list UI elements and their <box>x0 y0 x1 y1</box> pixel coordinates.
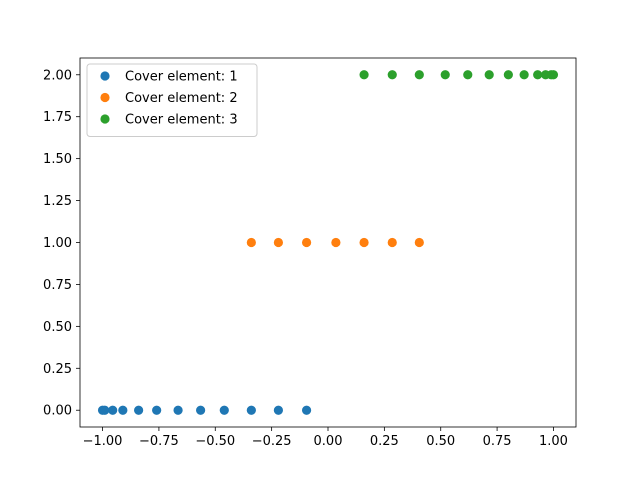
legend-marker <box>100 71 110 81</box>
series-2-point <box>331 237 341 248</box>
x-tick-label: 1.00 <box>539 434 568 449</box>
y-tick-label: 2.00 <box>43 68 72 83</box>
series-3-point <box>548 70 559 80</box>
y-tick-label: 0.00 <box>43 404 72 419</box>
series-1-point <box>173 405 183 415</box>
series-1-point <box>196 405 206 415</box>
series-3-point <box>484 70 494 80</box>
series-3-point <box>414 70 424 80</box>
x-tick-label: 0.75 <box>483 434 512 449</box>
series-3-point <box>463 70 473 80</box>
y-tick-label: 1.50 <box>43 152 72 167</box>
series-1-point <box>108 405 118 415</box>
y-axis: 0.00 0.25 0.50 0.75 1.00 1.25 1.50 1.75 2.00 <box>43 68 80 419</box>
series-1-point <box>100 405 110 415</box>
legend-label: Cover element: 2 <box>125 91 238 106</box>
series-1-point <box>118 405 128 415</box>
legend-label: Cover element: 3 <box>125 113 238 128</box>
x-tick-label: 0.00 <box>314 434 343 449</box>
series-1-point <box>152 405 162 415</box>
y-tick-label: 0.25 <box>43 362 72 377</box>
legend: Cover element: 1 Cover element: 2 Cover el… <box>86 63 258 137</box>
legend-label: Cover element: 1 <box>125 70 238 85</box>
x-tick-label: −0.75 <box>139 434 179 449</box>
y-tick-label: 1.75 <box>43 110 72 125</box>
series-3-point <box>440 70 450 80</box>
series-2-point <box>359 237 369 248</box>
series-2-point <box>273 237 283 248</box>
legend-marker <box>100 92 110 103</box>
data-points <box>97 70 559 415</box>
series-1-point <box>246 405 256 415</box>
series-3-point <box>387 70 397 80</box>
x-tick-label: 0.25 <box>370 434 399 449</box>
series-1-point <box>219 405 229 415</box>
legend-box <box>86 63 258 137</box>
y-tick-label: 1.25 <box>43 194 72 209</box>
x-tick-label: 0.50 <box>426 434 455 449</box>
series-3-point <box>359 70 369 80</box>
series-1-point <box>134 405 144 415</box>
plot-frame <box>79 57 577 428</box>
legend-marker <box>100 114 110 124</box>
series-1-point <box>301 405 312 415</box>
y-tick-label: 0.50 <box>43 320 72 335</box>
series-2-point <box>387 237 397 248</box>
x-tick-label: −0.25 <box>252 434 292 449</box>
series-3-point <box>533 70 543 80</box>
series-2-point <box>301 237 312 248</box>
series-2-point <box>246 237 256 248</box>
x-tick-label: −1.00 <box>83 434 123 449</box>
x-axis: −1.00 −0.75 −0.50 −0.25 0.00 0.25 0.50 0.75 1.00 <box>83 427 568 449</box>
series-3-point <box>519 70 529 80</box>
y-tick-label: 0.75 <box>43 278 72 293</box>
series-1-point <box>273 405 283 415</box>
series-2-point <box>414 237 424 248</box>
series-3-point <box>503 70 513 80</box>
y-tick-label: 1.00 <box>43 236 72 251</box>
x-tick-label: −0.50 <box>195 434 235 449</box>
